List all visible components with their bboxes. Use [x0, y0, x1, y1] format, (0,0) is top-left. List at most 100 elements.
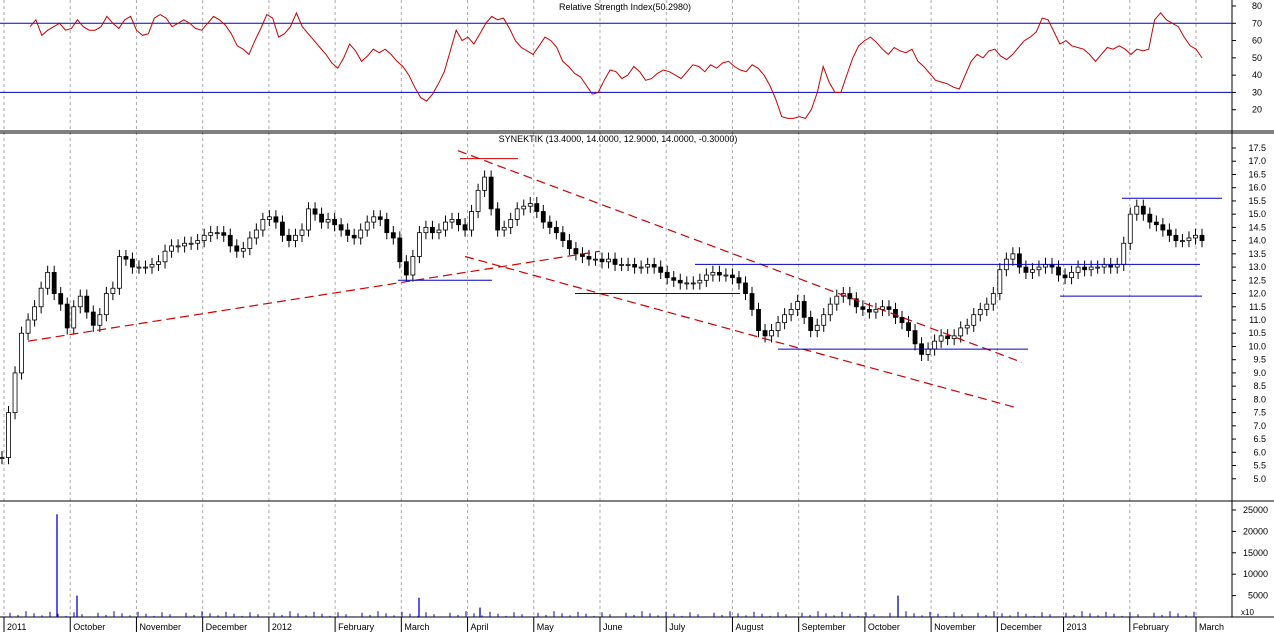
candle-body — [136, 266, 142, 269]
candle-body — [958, 327, 964, 337]
candle-body — [1153, 221, 1159, 226]
candle-body — [873, 309, 879, 313]
candle-body — [1082, 266, 1088, 271]
rsi-line — [29, 11, 1203, 119]
candle-body — [351, 234, 357, 239]
candle-body — [814, 324, 820, 331]
candle-body — [749, 293, 755, 310]
rsi-y-tick-label: 60 — [1252, 36, 1262, 46]
price-y-tick-label: 16.5 — [1248, 169, 1266, 179]
price-y-tick-label: 12.5 — [1248, 275, 1266, 285]
candle-body — [1173, 234, 1179, 242]
candle-body — [345, 229, 351, 236]
candle-body — [906, 322, 911, 331]
candle-body — [971, 314, 977, 326]
candle-body — [475, 189, 481, 212]
candle-body — [560, 232, 566, 242]
x-axis-label: June — [603, 622, 623, 632]
x-axis-label: December — [1000, 622, 1042, 632]
x-axis-label: November — [934, 622, 976, 632]
candle-body — [534, 203, 540, 212]
candle-body — [221, 232, 227, 236]
candle-body — [201, 234, 207, 242]
candle-body — [462, 224, 468, 231]
candle-body — [103, 293, 109, 316]
candle-body — [306, 208, 311, 231]
price-title: SYNEKTIK (13.4000, 14.0000, 12.9000, 14.… — [499, 134, 738, 144]
candle-body — [1030, 269, 1035, 273]
volume-unit-label: x10 — [1241, 608, 1254, 617]
rsi-y-tick-label: 70 — [1252, 18, 1262, 28]
candle-body — [469, 211, 474, 231]
candle-body — [64, 303, 70, 329]
candle-body — [508, 219, 514, 228]
candle-body — [377, 216, 383, 220]
rsi-y-tick-label: 40 — [1252, 70, 1262, 80]
x-axis-label: 2011 — [7, 622, 26, 632]
candle-body — [319, 213, 324, 223]
x-axis-label: November — [139, 622, 181, 632]
x-axis-label: 2012 — [272, 622, 292, 632]
candle-body — [527, 203, 533, 207]
candle-body — [553, 226, 559, 234]
candle-body — [90, 311, 96, 326]
candle-body — [743, 282, 748, 294]
candle-body — [866, 309, 872, 313]
candle-body — [716, 271, 722, 276]
candle-body — [834, 295, 840, 305]
volume-y-tick-label: 25000 — [1243, 505, 1268, 515]
x-axis-label: May — [537, 622, 555, 632]
candle-body — [97, 314, 103, 326]
candle-body — [234, 245, 240, 252]
candle-body — [293, 234, 298, 242]
rsi-y-tick-label: 50 — [1252, 53, 1262, 63]
candle-body — [677, 279, 683, 284]
price-y-tick-label: 17.0 — [1248, 156, 1266, 166]
candle-body — [710, 271, 716, 276]
candle-body — [0, 457, 5, 460]
candle-body — [860, 306, 866, 310]
candle-body — [260, 219, 266, 231]
candle-body — [990, 293, 996, 305]
candle-body — [1010, 253, 1016, 260]
candle-body — [697, 279, 703, 284]
candle-body — [273, 216, 279, 223]
candle-body — [12, 372, 18, 414]
candle-body — [123, 256, 129, 260]
candle-body — [1069, 271, 1074, 279]
candle-body — [893, 309, 898, 318]
candle-body — [390, 232, 396, 239]
candle-body — [430, 226, 435, 234]
candle-body — [286, 234, 292, 242]
candle-body — [612, 258, 618, 265]
rsi-y-tick-label: 80 — [1252, 1, 1262, 11]
price-y-tick-label: 8.0 — [1253, 394, 1266, 404]
volume-y-tick-label: 5000 — [1248, 591, 1268, 601]
candle-body — [997, 269, 1003, 294]
candle-body — [1166, 229, 1172, 236]
candle-body — [51, 271, 57, 294]
candle-body — [730, 274, 735, 279]
price-y-tick-label: 13.0 — [1248, 262, 1266, 272]
candle-body — [645, 264, 651, 268]
price-panel: SYNEKTIK (13.4000, 14.0000, 12.9000, 14.… — [0, 134, 1266, 484]
candle-body — [247, 237, 253, 249]
candle-body — [586, 256, 592, 260]
candle-body — [397, 237, 403, 263]
candle-body — [482, 176, 488, 191]
candle-body — [162, 250, 168, 263]
price-y-tick-label: 11.5 — [1249, 302, 1266, 312]
candle-body — [632, 264, 638, 268]
candle-body — [325, 219, 331, 223]
candle-body — [449, 219, 455, 223]
candle-body — [756, 309, 761, 331]
x-axis-label: February — [338, 622, 375, 632]
candle-body — [299, 229, 305, 236]
candle-body — [573, 248, 579, 255]
candle-body — [801, 301, 807, 318]
price-y-tick-label: 15.0 — [1248, 209, 1266, 219]
candle-body — [1088, 266, 1094, 271]
candle-body — [1127, 213, 1133, 244]
volume-y-tick-label: 15000 — [1243, 548, 1268, 558]
candle-body — [156, 261, 161, 265]
